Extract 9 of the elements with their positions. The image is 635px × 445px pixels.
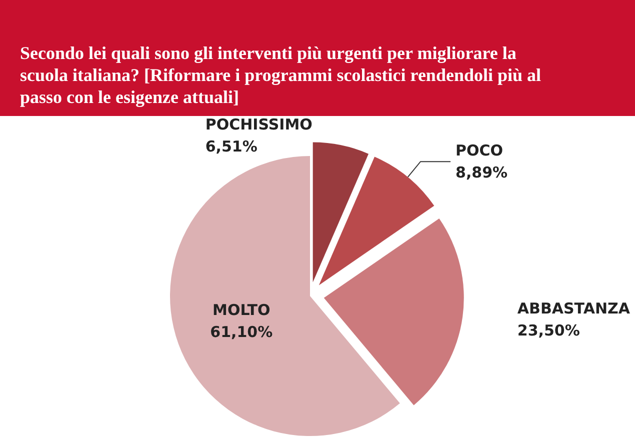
data-label: 6,51% bbox=[205, 138, 258, 156]
data-label: 23,50% bbox=[517, 321, 580, 340]
slice-label: MOLTO bbox=[212, 300, 270, 319]
slice-label: ABBASTANZA bbox=[517, 299, 630, 318]
slice-label: POCO bbox=[456, 142, 504, 160]
data-label: 61,10% bbox=[210, 322, 273, 341]
slice-label: POCHISSIMO bbox=[205, 116, 312, 134]
chart-title: Secondo lei quali sono gli interventi più urgenti per migliorare la scuola italiana? [Riformare i programmi scolastici rendendoli più al passo con le esigenze attuali] bbox=[20, 42, 542, 108]
data-label: 8,89% bbox=[456, 164, 508, 182]
